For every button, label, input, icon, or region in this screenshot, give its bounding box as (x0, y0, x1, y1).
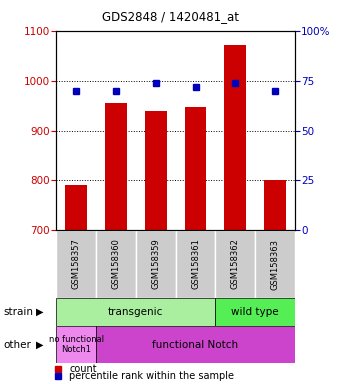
Bar (255, 230, 295, 298)
Bar (56, 298, 216, 326)
Text: GSM158357: GSM158357 (72, 238, 81, 290)
Bar (96, 230, 136, 298)
Bar (224, 45, 246, 230)
Text: transgenic: transgenic (108, 307, 164, 317)
Text: GSM158362: GSM158362 (231, 238, 240, 290)
Text: wild type: wild type (232, 307, 279, 317)
Bar (216, 298, 295, 326)
Text: no functional
Notch1: no functional Notch1 (49, 335, 104, 354)
Text: ▶: ▶ (36, 339, 43, 350)
Bar (216, 230, 255, 298)
Bar (176, 230, 216, 298)
Bar (136, 230, 176, 298)
Text: strain: strain (3, 307, 33, 317)
Text: GSM158361: GSM158361 (191, 238, 200, 290)
Bar (184, 107, 206, 230)
Bar (145, 111, 167, 230)
Text: other: other (3, 339, 31, 350)
Text: functional Notch: functional Notch (152, 339, 239, 350)
Text: GSM158363: GSM158363 (270, 238, 280, 290)
Text: percentile rank within the sample: percentile rank within the sample (69, 371, 234, 381)
Bar (105, 103, 127, 230)
Bar (65, 185, 87, 230)
Text: GSM158359: GSM158359 (151, 238, 160, 290)
Text: count: count (69, 364, 97, 374)
Text: GSM158360: GSM158360 (112, 238, 120, 290)
Bar (56, 326, 96, 363)
Text: GDS2848 / 1420481_at: GDS2848 / 1420481_at (102, 10, 239, 23)
Bar (96, 326, 295, 363)
Bar (56, 230, 96, 298)
Text: ▶: ▶ (36, 307, 43, 317)
Bar (264, 180, 286, 230)
